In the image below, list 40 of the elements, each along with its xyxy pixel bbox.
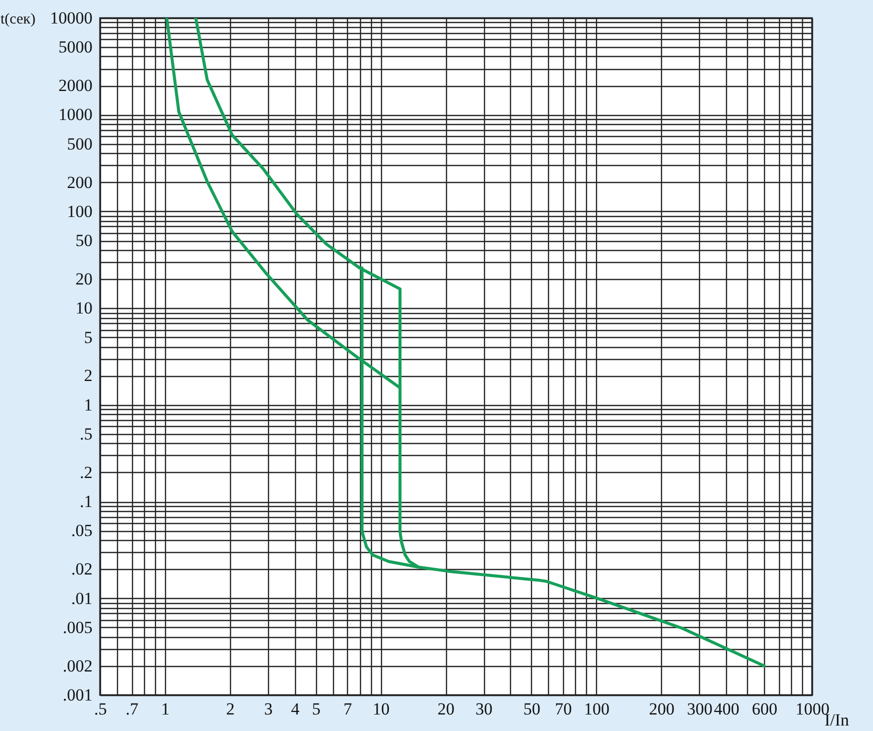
- y-tick-label: .05: [71, 521, 92, 540]
- x-tick-label: 7: [343, 700, 352, 718]
- x-tick-label: 1: [161, 700, 170, 718]
- x-tick-label: 20: [438, 700, 455, 718]
- x-tick-label: 3: [264, 700, 273, 718]
- y-tick-label: .02: [71, 560, 92, 579]
- y-tick-label: .1: [80, 492, 92, 512]
- x-tick-label: 100: [584, 700, 610, 718]
- y-tick-label: 10: [76, 298, 92, 318]
- y-tick-label: 50: [76, 231, 92, 250]
- y-tick-label: .2: [80, 462, 92, 482]
- y-tick-label: 20: [76, 270, 92, 289]
- y-tick-label: 1000: [58, 105, 92, 124]
- y-axis-title: t(сек): [0, 12, 36, 28]
- x-tick-label: 300: [686, 700, 712, 718]
- y-tick-label: 2000: [58, 76, 92, 96]
- y-tick-label: 5: [84, 328, 92, 347]
- y-tick-label: .002: [62, 656, 92, 676]
- y-tick-label: 100: [67, 202, 92, 221]
- y-tick-label: 1: [84, 395, 92, 414]
- y-tick-label: 10000: [50, 8, 92, 28]
- x-tick-label: 5: [312, 700, 320, 718]
- x-tick-label: 30: [476, 700, 493, 718]
- y-tick-label: .01: [71, 588, 92, 608]
- x-tick-label: 70: [554, 700, 572, 718]
- x-tick-label: .7: [126, 700, 139, 718]
- y-tick-label: .5: [80, 424, 92, 444]
- x-tick-label: 400: [714, 700, 740, 718]
- y-tick-label: .001: [62, 686, 92, 704]
- y-tick-label: .005: [62, 618, 92, 637]
- x-tick-label: 50: [523, 700, 540, 718]
- y-tick-label: 200: [67, 172, 92, 192]
- x-tick-label: 4: [291, 700, 300, 718]
- y-tick-label: 5000: [58, 38, 92, 57]
- x-tick-label: 10: [372, 700, 390, 718]
- x-tick-label: 600: [752, 700, 778, 718]
- x-tick-label: 2: [226, 700, 235, 718]
- x-tick-label: 200: [648, 700, 674, 718]
- y-tick-label: 500: [67, 134, 92, 154]
- y-tick-label: 2: [84, 366, 92, 386]
